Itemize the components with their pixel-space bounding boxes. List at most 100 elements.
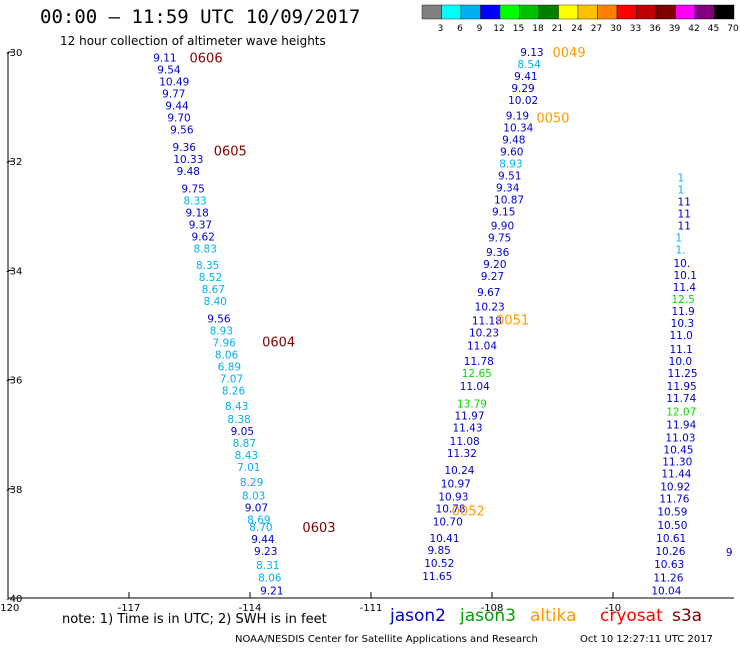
swh-value-jason2: 11: [678, 197, 691, 209]
footer-timestamp: Oct 10 12:27:11 UTC 2017: [580, 634, 713, 645]
swh-value-jason2: 10.3: [671, 318, 694, 330]
swh-value-s3a: 8.35: [196, 260, 219, 272]
swh-value-s3a: 10.49: [159, 76, 189, 88]
colorbar-swatch: [480, 4, 501, 20]
swh-value-s3a: 6.89: [218, 361, 241, 373]
y-tick-label: -40: [6, 594, 22, 605]
swh-value-s3a: 8.87: [233, 438, 256, 450]
swh-value-s3a: 9.70: [167, 113, 190, 125]
swh-value-jason2: 11.95: [667, 381, 697, 393]
time-label-s3a: 0606: [190, 51, 223, 66]
swh-value-jason2: 12.07: [666, 406, 696, 418]
swh-value-altika: 10.23: [475, 301, 505, 313]
legend-s3a: s3a: [672, 606, 703, 626]
colorbar-label: 45: [708, 24, 719, 34]
colorbar-label: 24: [571, 24, 583, 34]
swh-value-jason2: 11: [678, 221, 691, 233]
y-tick-label: -38: [6, 485, 22, 496]
swh-value-altika: 9.29: [511, 83, 534, 95]
swh-value-altika: 9.51: [498, 170, 521, 182]
swh-value-jason2: 1: [678, 173, 685, 185]
swh-value-altika: 10.52: [424, 558, 454, 570]
swh-value-jason2: 10.45: [663, 444, 693, 456]
swh-value-altika: 10.41: [429, 533, 459, 545]
swh-value-altika: 9.20: [483, 259, 506, 271]
swh-value-s3a: 8.43: [225, 401, 248, 413]
swh-value-altika: 9.27: [481, 271, 504, 283]
colorbar-swatch: [616, 4, 637, 20]
swh-value-altika: 8.54: [517, 59, 541, 71]
colorbar-label: 6: [457, 24, 463, 34]
swh-value-s3a: 9.18: [185, 208, 208, 220]
swh-value-jason2: 10.61: [656, 533, 686, 545]
swh-value-s3a: 8.38: [227, 414, 250, 426]
swh-value-altika: 9.19: [506, 110, 529, 122]
x-tick-label: -111: [360, 603, 383, 614]
swh-value-jason2: 11.4: [673, 282, 697, 294]
legend-jason2: jason2: [390, 606, 446, 626]
swh-value-s3a: 8.69: [247, 514, 270, 526]
swh-value-altika: 10.02: [508, 95, 538, 107]
y-tick-label: -30: [6, 48, 22, 59]
swh-value-altika: 9.34: [496, 182, 520, 194]
swh-value-s3a: 9.11: [153, 52, 176, 64]
chart-note: note: 1) Time is in UTC; 2) SWH is in fe…: [62, 612, 327, 627]
swh-value-s3a: 9.54: [157, 64, 181, 76]
swh-value-s3a: 7.01: [237, 462, 260, 474]
colorbar-swatch: [519, 4, 540, 20]
swh-value-jason2: 11.0: [669, 330, 692, 342]
swh-value-altika: 9.90: [491, 221, 514, 233]
swh-value-s3a: 8.03: [242, 490, 265, 502]
swh-value-s3a: 9.48: [177, 166, 200, 178]
swh-value-jason2: 10.50: [657, 520, 687, 532]
swh-value-s3a: 9.23: [254, 546, 277, 558]
swh-value-jason2: 10.26: [655, 546, 685, 558]
swh-value-altika: 9.67: [477, 287, 500, 299]
swh-value-altika: 10.97: [441, 478, 471, 490]
swh-value-s3a: 8.67: [202, 284, 225, 296]
swh-value-s3a: 9.44: [165, 101, 189, 113]
swh-value-altika: 11.32: [447, 448, 477, 460]
time-label-altika: 0050: [536, 112, 569, 127]
colorbar-swatch: [597, 4, 618, 20]
swh-value-altika: 11.18: [472, 316, 502, 328]
colorbar-label: 18: [532, 24, 544, 34]
swh-value-altika: 11.04: [467, 341, 497, 353]
swh-value-s3a: 9.75: [181, 184, 204, 196]
swh-value-altika: 9.48: [502, 134, 525, 146]
time-label-s3a: 0604: [262, 335, 295, 350]
swh-value-s3a: 9.36: [173, 142, 197, 154]
swh-value-altika: 9.15: [492, 206, 515, 218]
swh-value-altika: 10.93: [438, 491, 468, 503]
swh-value-s3a: 9.44: [251, 534, 275, 546]
swh-value-jason2: 1: [676, 233, 683, 245]
swh-value-s3a: 8.40: [204, 296, 227, 308]
colorbar-swatch: [694, 4, 715, 20]
swh-value-s3a: 8.29: [240, 477, 263, 489]
colorbar-label: 39: [669, 24, 681, 34]
colorbar-swatch: [714, 4, 735, 20]
swh-value-s3a: 7.96: [212, 337, 236, 349]
swh-value-s3a: 8.26: [222, 386, 246, 398]
swh-value-jason2: 10.: [674, 258, 691, 270]
swh-value-s3a: 8.52: [199, 272, 222, 284]
swh-value-s3a: 9.07: [245, 502, 268, 514]
swh-value-jason2: 11.30: [662, 457, 692, 469]
swh-value-jason2: 10.59: [657, 507, 687, 519]
colorbar-label: 9: [477, 24, 483, 34]
swh-value-s3a: 8.93: [210, 325, 233, 337]
colorbar-label: 70: [727, 24, 739, 34]
swh-value-jason2: 10.0: [669, 356, 692, 368]
swh-value-s3a: 8.43: [235, 450, 258, 462]
legend-cryosat: cryosat: [600, 606, 663, 626]
time-label-altika: 0052: [452, 505, 485, 520]
colorbar-swatch: [655, 4, 676, 20]
y-tick-label: -32: [6, 157, 22, 168]
swh-value-jason2: 11.94: [666, 419, 696, 431]
swh-value-altika: 9.85: [427, 545, 450, 557]
colorbar-swatch: [577, 4, 598, 20]
time-label-altika: 0049: [553, 46, 586, 61]
swh-value-altika: 11.08: [450, 436, 480, 448]
swh-value-jason2: 1.: [676, 245, 686, 257]
